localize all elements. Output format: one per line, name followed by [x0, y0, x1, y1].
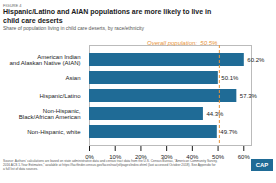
svg-text:60%: 60%	[238, 153, 251, 158]
svg-text:Non-Hispanic,Black/African Ame: Non-Hispanic,Black/African American	[19, 107, 81, 119]
svg-text:30%: 30%	[161, 153, 174, 158]
svg-text:20%: 20%	[135, 153, 148, 158]
html-text:Share of population living in: Share of population living in child care…	[3, 25, 144, 31]
svg-text:49.7%: 49.7%	[220, 128, 238, 134]
svg-text:Overall population: 50.5%: Overall population: 50.5%	[147, 39, 218, 45]
svg-text:Hispanic/Latino: Hispanic/Latino	[39, 92, 81, 98]
svg-text:57.3%: 57.3%	[240, 92, 258, 98]
svg-text:60.2%: 60.2%	[247, 56, 265, 62]
svg-text:44.3%: 44.3%	[206, 110, 224, 116]
svg-text:10%: 10%	[109, 153, 122, 158]
svg-text:50%: 50%	[212, 153, 225, 158]
svg-text:Non-Hispanic, white: Non-Hispanic, white	[27, 128, 81, 134]
svg-text:Asian: Asian	[65, 74, 80, 80]
svg-text:American Indianand Alaskan Nat: American Indianand Alaskan Native (AIAN)	[9, 53, 80, 65]
svg-text:0%: 0%	[85, 153, 94, 158]
html-text:Hispanic/Latino and AIAN popul: Hispanic/Latino and AIAN populations are…	[3, 8, 212, 24]
svg-text:40%: 40%	[186, 153, 199, 158]
html-text:FIGURE 4: FIGURE 4	[3, 3, 22, 8]
html-text:CAP: CAP	[255, 161, 269, 168]
html-text:Source: Authors' calculations: Source: Authors' calculations are based …	[3, 158, 218, 171]
svg-text:50.1%: 50.1%	[221, 74, 239, 80]
